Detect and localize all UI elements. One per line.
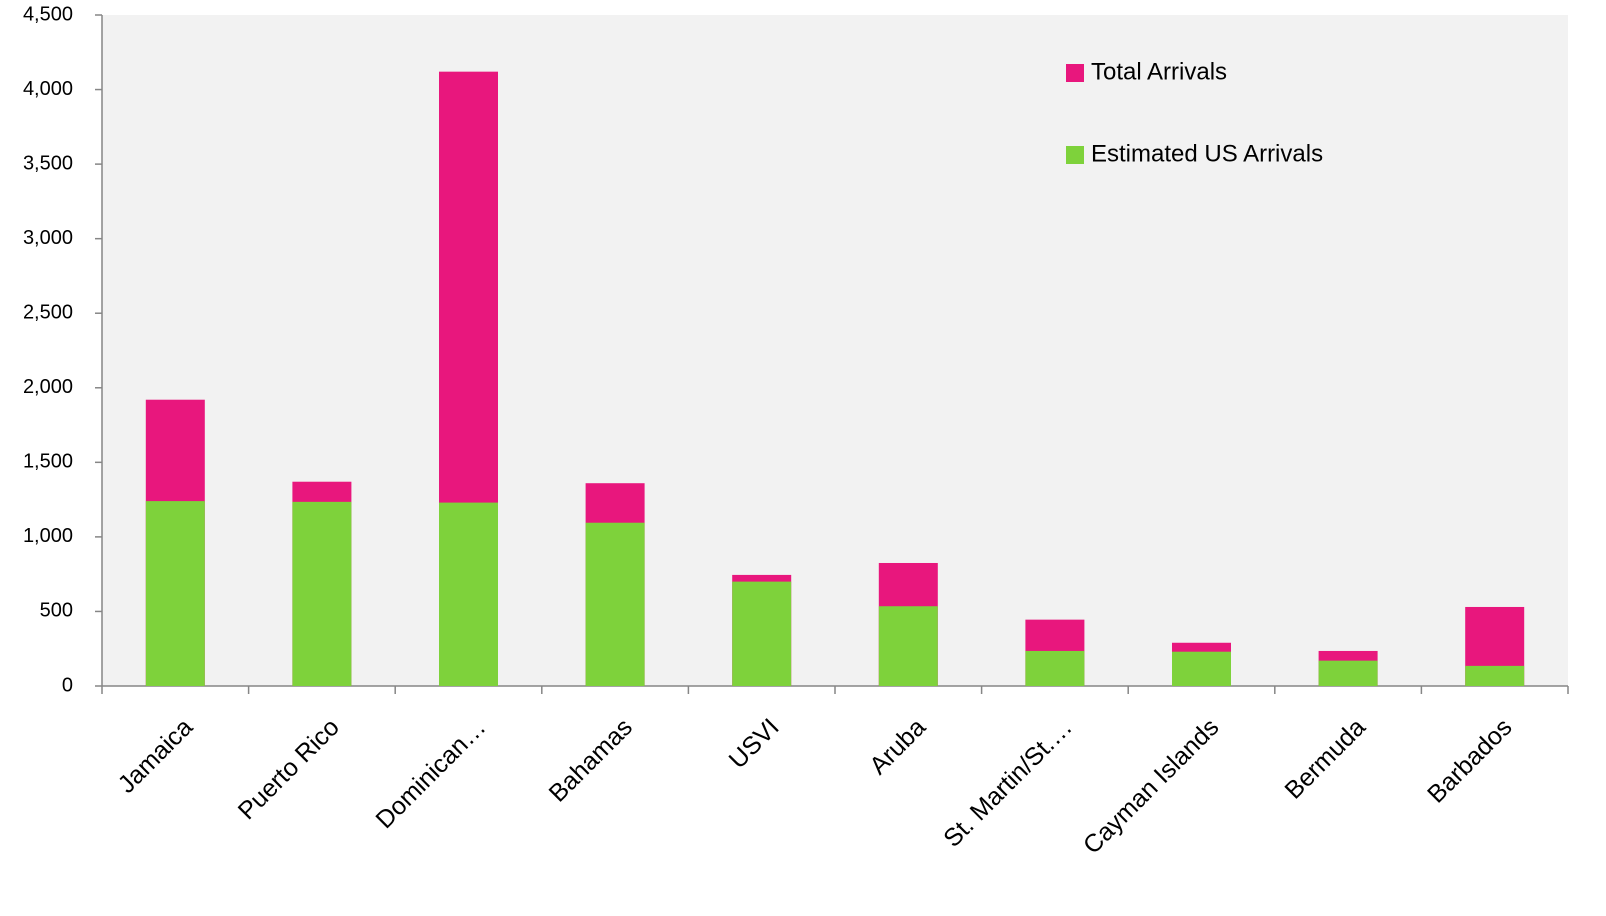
y-tick-label: 2,000: [23, 376, 73, 398]
y-tick-label: 0: [62, 674, 73, 696]
y-tick-label: 4,500: [23, 3, 73, 25]
bar: [1318, 660, 1378, 686]
x-tick-label: Bermuda: [1279, 713, 1371, 805]
bar: [585, 522, 645, 686]
bar: [1025, 650, 1085, 686]
y-tick-label: 3,000: [23, 227, 73, 249]
x-tick-label: Puerto Rico: [233, 713, 345, 825]
bar: [292, 501, 352, 686]
x-tick-label: Jamaica: [113, 713, 199, 799]
x-tick-label: Cayman Islands: [1078, 713, 1225, 860]
bar: [439, 502, 498, 686]
y-tick-label: 4,000: [23, 78, 73, 100]
y-tick-label: 1,000: [23, 525, 73, 547]
y-tick-label: 1,500: [23, 451, 73, 473]
x-tick-label: Bahamas: [544, 713, 638, 807]
bar: [1465, 665, 1525, 686]
y-tick-label: 2,500: [23, 302, 73, 324]
legend-label: Total Arrivals: [1091, 58, 1227, 85]
bar: [732, 581, 792, 686]
bar: [1172, 651, 1231, 686]
y-tick-label: 500: [40, 600, 73, 622]
x-tick-label: Dominican…: [370, 713, 491, 834]
y-tick-label: 3,500: [23, 152, 73, 174]
legend-swatch: [1066, 64, 1084, 82]
x-tick-label: Aruba: [864, 713, 931, 780]
legend-swatch: [1066, 146, 1084, 164]
legend-label: Estimated US Arrivals: [1091, 140, 1323, 167]
bar: [145, 501, 205, 686]
x-tick-label: St. Martin/St.…: [938, 713, 1078, 853]
bar: [878, 606, 938, 686]
x-tick-label: USVI: [724, 713, 785, 774]
x-tick-label: Barbados: [1422, 713, 1517, 808]
